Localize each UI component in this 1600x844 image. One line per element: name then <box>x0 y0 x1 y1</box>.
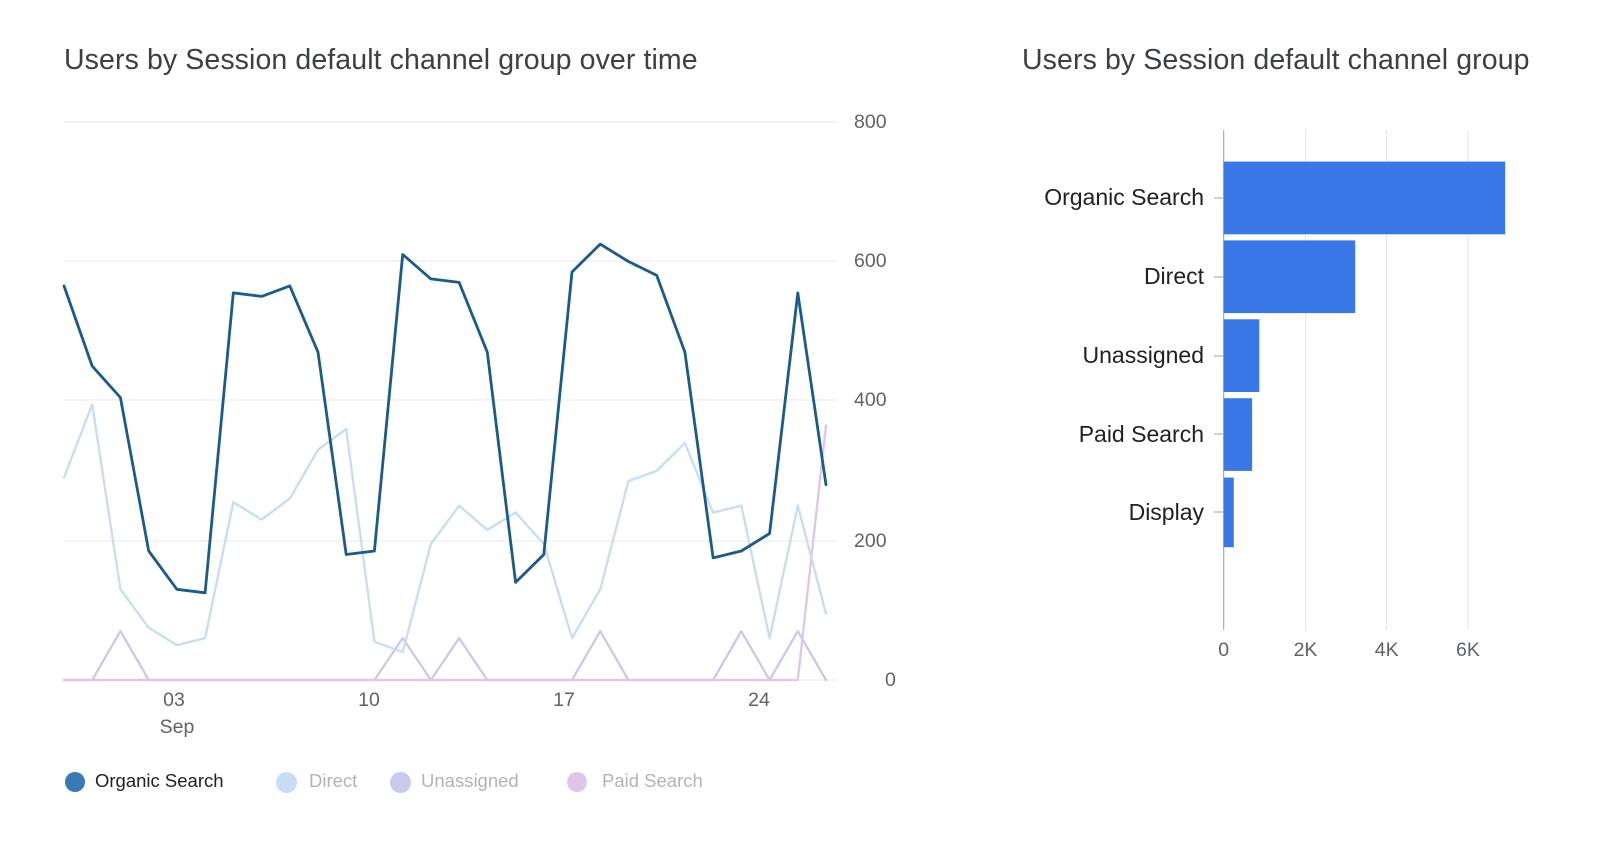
svg-text:03: 03 <box>163 689 185 711</box>
svg-text:2K: 2K <box>1294 639 1318 661</box>
svg-text:4K: 4K <box>1375 639 1399 661</box>
svg-text:Sep: Sep <box>160 716 195 738</box>
svg-text:6K: 6K <box>1456 639 1480 661</box>
svg-text:Direct: Direct <box>1144 263 1205 289</box>
svg-text:Display: Display <box>1129 499 1205 525</box>
svg-text:Unassigned: Unassigned <box>1083 342 1204 368</box>
svg-text:0: 0 <box>885 669 896 691</box>
svg-text:10: 10 <box>358 689 380 711</box>
svg-text:200: 200 <box>854 530 887 552</box>
svg-text:Paid Search: Paid Search <box>1079 421 1204 447</box>
svg-text:24: 24 <box>748 689 770 711</box>
svg-text:800: 800 <box>854 111 887 133</box>
svg-text:600: 600 <box>854 250 887 272</box>
svg-text:400: 400 <box>854 389 887 411</box>
svg-text:17: 17 <box>553 689 575 711</box>
svg-text:0: 0 <box>1218 639 1229 661</box>
svg-text:Organic Search: Organic Search <box>1044 184 1204 210</box>
